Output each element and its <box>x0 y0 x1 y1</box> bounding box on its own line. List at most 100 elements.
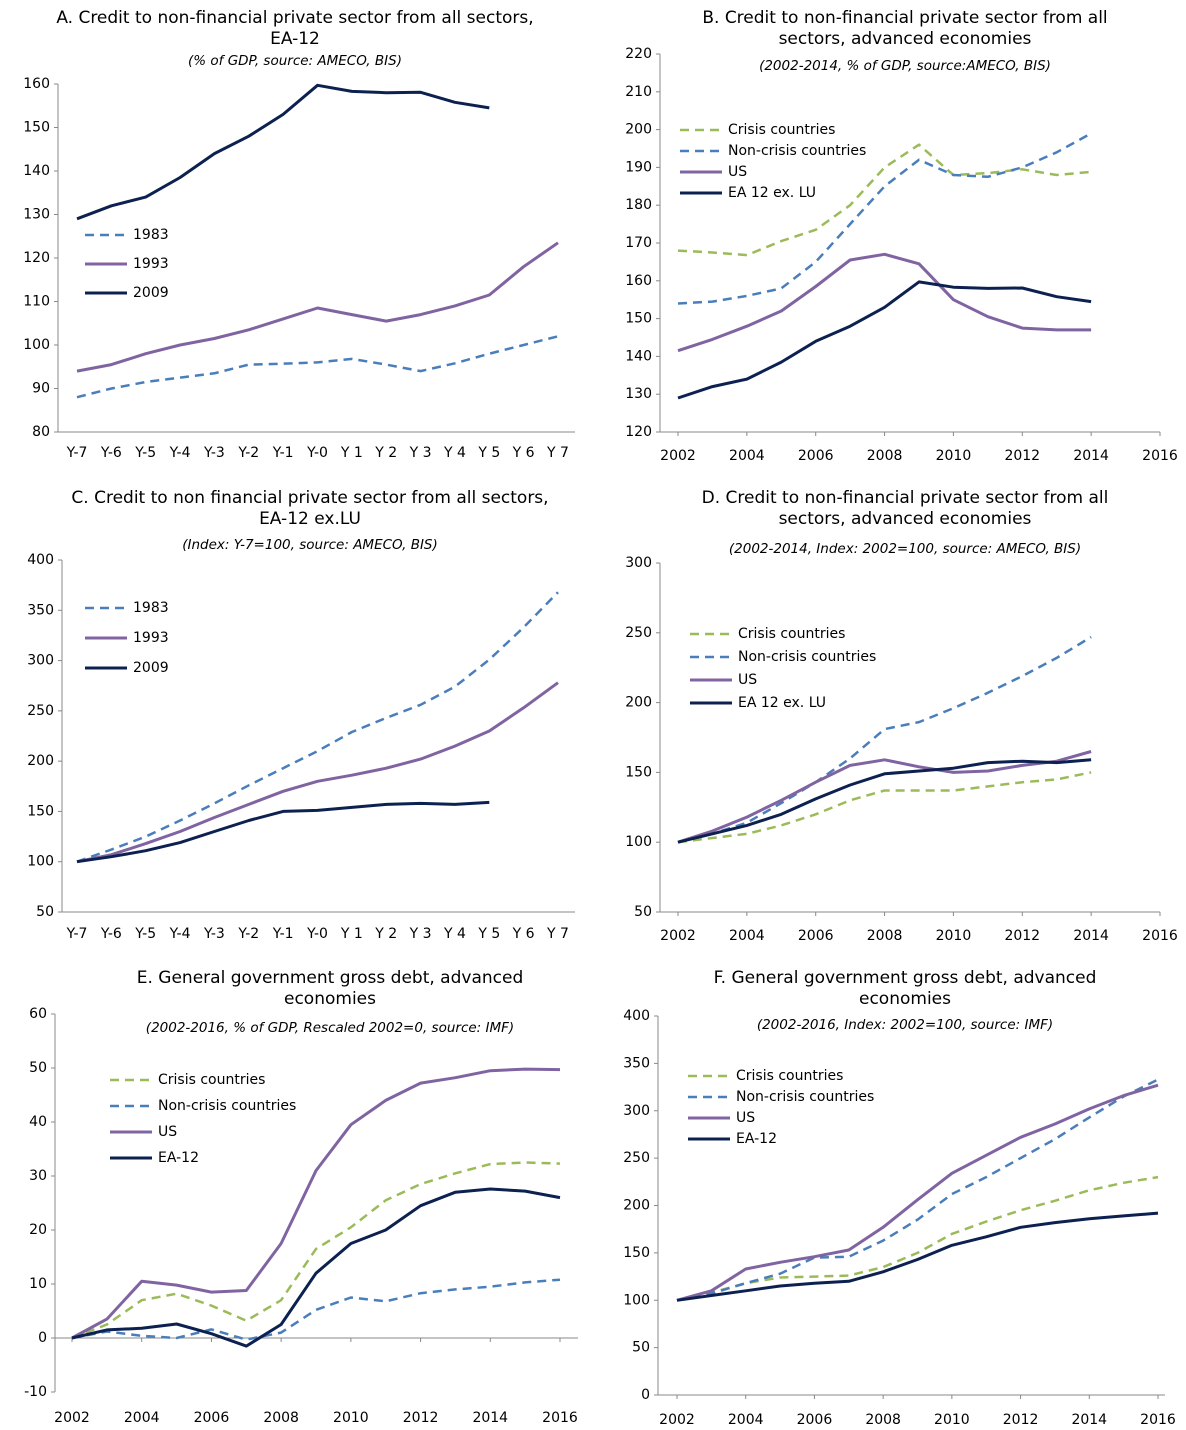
x-tick-label: 2014 <box>472 1410 508 1426</box>
y-tick-label: 50 <box>36 904 54 920</box>
x-tick-label: 2006 <box>798 928 834 944</box>
x-tick-label: Y-1 <box>272 445 294 461</box>
x-tick-label: 2008 <box>867 448 903 464</box>
legend-label: 1983 <box>133 600 169 616</box>
chart-subtitle: (Index: Y-7=100, source: AMECO, BIS) <box>182 537 438 553</box>
y-tick-label: 90 <box>32 381 50 397</box>
x-tick-label: 2008 <box>865 1412 901 1428</box>
x-tick-label: Y 2 <box>374 926 397 942</box>
series-line <box>76 83 490 221</box>
x-tick-label: Y-2 <box>237 926 259 942</box>
series-line <box>71 1067 561 1340</box>
y-tick-label: 50 <box>632 1340 650 1356</box>
legend-label: Non-crisis countries <box>158 1098 296 1114</box>
legend-label: Crisis countries <box>158 1072 265 1088</box>
x-tick-label: Y-5 <box>134 445 156 461</box>
x-tick-label: 2004 <box>124 1410 160 1426</box>
x-tick-label: Y-6 <box>100 926 122 942</box>
x-tick-label: 2002 <box>660 448 696 464</box>
x-tick-label: 2010 <box>333 1410 369 1426</box>
legend-label: EA-12 <box>158 1150 199 1166</box>
x-tick-label: Y-4 <box>169 926 191 942</box>
y-tick-label: 110 <box>23 294 50 310</box>
y-tick-label: 100 <box>27 854 54 870</box>
chart-subtitle: (% of GDP, source: AMECO, BIS) <box>188 53 402 69</box>
y-tick-label: 170 <box>625 235 652 251</box>
y-tick-label: 350 <box>27 602 54 618</box>
y-tick-label: 60 <box>29 1006 47 1022</box>
y-tick-label: 150 <box>23 120 50 136</box>
y-tick-label: 40 <box>29 1114 47 1130</box>
x-tick-label: 2004 <box>728 1412 764 1428</box>
x-tick-label: 2012 <box>1003 1412 1039 1428</box>
x-tick-label: 2002 <box>54 1410 90 1426</box>
x-tick-label: Y 1 <box>340 926 363 942</box>
x-tick-label: 2006 <box>194 1410 230 1426</box>
x-tick-label: Y 5 <box>477 445 500 461</box>
series-line <box>677 750 1092 844</box>
chart-title: B. Credit to non-financial private secto… <box>702 8 1108 49</box>
y-tick-label: 10 <box>29 1276 47 1292</box>
x-tick-label: 2016 <box>1142 928 1178 944</box>
x-tick-label: 2016 <box>1140 1412 1176 1428</box>
x-tick-label: Y 6 <box>512 445 535 461</box>
x-tick-label: 2002 <box>660 928 696 944</box>
series-line <box>677 635 1092 844</box>
x-tick-label: Y-5 <box>134 926 156 942</box>
x-tick-label: Y 7 <box>546 926 569 942</box>
x-tick-label: 2006 <box>798 448 834 464</box>
chart-subtitle: (2002-2014, Index: 2002=100, source: AME… <box>728 541 1082 557</box>
x-tick-label: 2012 <box>403 1410 439 1426</box>
y-tick-label: 220 <box>625 46 652 62</box>
x-tick-label: 2002 <box>659 1412 695 1428</box>
y-tick-label: 200 <box>27 753 54 769</box>
y-tick-label: 130 <box>625 386 652 402</box>
y-tick-label: 250 <box>625 625 652 641</box>
y-tick-label: 350 <box>623 1055 650 1071</box>
legend-label: 2009 <box>133 285 169 301</box>
y-tick-label: 140 <box>23 163 50 179</box>
y-tick-label: 130 <box>23 207 50 223</box>
x-tick-label: Y-3 <box>203 445 225 461</box>
y-tick-label: 400 <box>27 552 54 568</box>
x-tick-label: Y 6 <box>512 926 535 942</box>
legend-label: Non-crisis countries <box>738 649 876 665</box>
y-tick-label: 20 <box>29 1222 47 1238</box>
y-tick-label: 300 <box>27 653 54 669</box>
series-line <box>71 1278 561 1341</box>
legend-label: US <box>738 672 757 688</box>
y-tick-label: 120 <box>625 424 652 440</box>
x-tick-label: Y 4 <box>443 445 466 461</box>
legend-label: US <box>158 1124 177 1140</box>
x-tick-label: 2014 <box>1071 1412 1107 1428</box>
y-tick-label: 30 <box>29 1168 47 1184</box>
legend-label: EA-12 <box>736 1131 777 1147</box>
y-tick-label: 150 <box>27 803 54 819</box>
y-tick-label: 100 <box>623 1292 650 1308</box>
legend-label: Non-crisis countries <box>728 143 866 159</box>
x-tick-label: Y 3 <box>409 445 432 461</box>
legend-label: 1993 <box>133 630 169 646</box>
x-tick-label: 2014 <box>1073 928 1109 944</box>
legend-label: EA 12 ex. LU <box>738 695 826 711</box>
series-line <box>677 252 1092 353</box>
legend-label: 1983 <box>133 227 169 243</box>
chart-title: E. General government gross debt, advanc… <box>136 968 524 1009</box>
series-line <box>676 1211 1159 1302</box>
series-line <box>677 143 1092 257</box>
x-tick-label: Y-1 <box>272 926 294 942</box>
x-tick-label: 2016 <box>1142 448 1178 464</box>
y-tick-label: 190 <box>625 159 652 175</box>
x-tick-label: Y 2 <box>374 445 397 461</box>
series-line <box>677 771 1092 844</box>
x-tick-label: Y 7 <box>546 445 569 461</box>
x-tick-label: 2012 <box>1004 448 1040 464</box>
chart-title: C. Credit to non financial private secto… <box>71 488 549 529</box>
legend-label: Crisis countries <box>738 626 845 642</box>
y-tick-label: 250 <box>623 1150 650 1166</box>
legend-label: Crisis countries <box>736 1068 843 1084</box>
x-tick-label: 2004 <box>729 448 765 464</box>
y-tick-label: 250 <box>27 703 54 719</box>
y-tick-label: 100 <box>23 337 50 353</box>
